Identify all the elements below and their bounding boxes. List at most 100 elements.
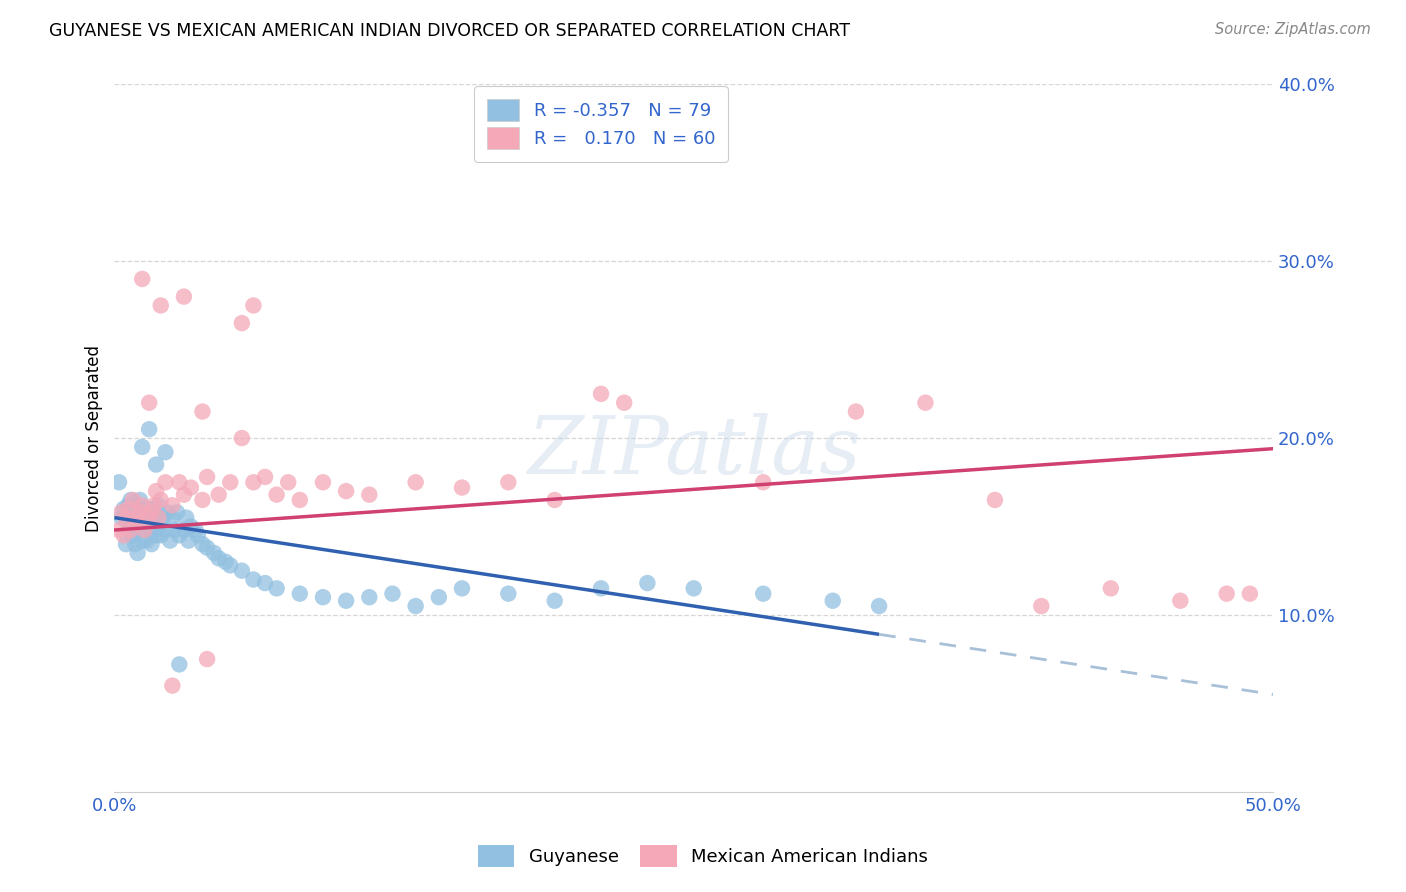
Point — [131, 533, 153, 548]
Point — [135, 510, 157, 524]
Point — [845, 404, 868, 418]
Point — [120, 523, 142, 537]
Point — [155, 445, 177, 459]
Point — [145, 458, 167, 472]
Point — [405, 475, 427, 490]
Point — [242, 298, 264, 312]
Point — [312, 591, 335, 605]
Point — [166, 505, 188, 519]
Point — [122, 505, 145, 519]
Point — [124, 516, 146, 530]
Point — [112, 501, 135, 516]
Point — [110, 510, 132, 524]
Point — [231, 564, 253, 578]
Point — [124, 537, 146, 551]
Point — [752, 587, 775, 601]
Point — [138, 505, 160, 519]
Point — [156, 505, 179, 519]
Point — [115, 537, 138, 551]
Point — [134, 523, 156, 537]
Point — [821, 593, 844, 607]
Text: ZIPatlas: ZIPatlas — [527, 414, 860, 491]
Point — [180, 519, 202, 533]
Point — [148, 519, 170, 533]
Point — [129, 505, 152, 519]
Point — [1168, 593, 1191, 607]
Point — [177, 533, 200, 548]
Point — [195, 541, 218, 555]
Point — [208, 551, 231, 566]
Point — [141, 510, 163, 524]
Point — [110, 505, 132, 519]
Point — [219, 558, 242, 573]
Point — [288, 587, 311, 601]
Point — [142, 498, 165, 512]
Point — [129, 523, 152, 537]
Point — [117, 498, 139, 512]
Point — [1099, 582, 1122, 596]
Point — [266, 488, 288, 502]
Point — [984, 492, 1007, 507]
Point — [142, 501, 165, 516]
Point — [148, 510, 170, 524]
Point — [117, 523, 139, 537]
Point — [359, 488, 381, 502]
Point — [173, 523, 195, 537]
Point — [195, 652, 218, 666]
Point — [162, 510, 184, 524]
Point — [155, 523, 177, 537]
Point — [427, 591, 450, 605]
Point — [451, 582, 474, 596]
Point — [277, 475, 299, 490]
Point — [134, 510, 156, 524]
Point — [214, 555, 236, 569]
Point — [145, 528, 167, 542]
Point — [498, 587, 520, 601]
Point — [242, 475, 264, 490]
Point — [613, 395, 636, 409]
Point — [173, 290, 195, 304]
Point — [120, 492, 142, 507]
Point — [208, 488, 231, 502]
Point — [162, 498, 184, 512]
Point — [1031, 599, 1053, 613]
Point — [131, 498, 153, 512]
Point — [231, 316, 253, 330]
Point — [115, 510, 138, 524]
Point — [174, 510, 197, 524]
Point — [115, 510, 138, 524]
Point — [253, 576, 276, 591]
Point — [184, 523, 207, 537]
Point — [162, 679, 184, 693]
Point — [117, 501, 139, 516]
Point — [589, 387, 612, 401]
Point — [169, 657, 191, 672]
Point — [451, 481, 474, 495]
Point — [191, 404, 214, 418]
Point — [682, 582, 704, 596]
Point — [335, 484, 357, 499]
Y-axis label: Divorced or Separated: Divorced or Separated — [86, 344, 103, 532]
Point — [173, 488, 195, 502]
Point — [145, 510, 167, 524]
Point — [180, 481, 202, 495]
Point — [1239, 587, 1261, 601]
Point — [149, 528, 172, 542]
Point — [335, 593, 357, 607]
Point — [359, 591, 381, 605]
Point — [219, 475, 242, 490]
Point — [141, 505, 163, 519]
Point — [141, 537, 163, 551]
Point — [231, 431, 253, 445]
Point — [405, 599, 427, 613]
Point — [381, 587, 404, 601]
Point — [544, 492, 567, 507]
Point — [142, 523, 165, 537]
Point — [242, 573, 264, 587]
Point — [127, 510, 149, 524]
Point — [131, 505, 153, 519]
Point — [159, 533, 181, 548]
Point — [135, 501, 157, 516]
Point — [202, 546, 225, 560]
Point — [120, 519, 142, 533]
